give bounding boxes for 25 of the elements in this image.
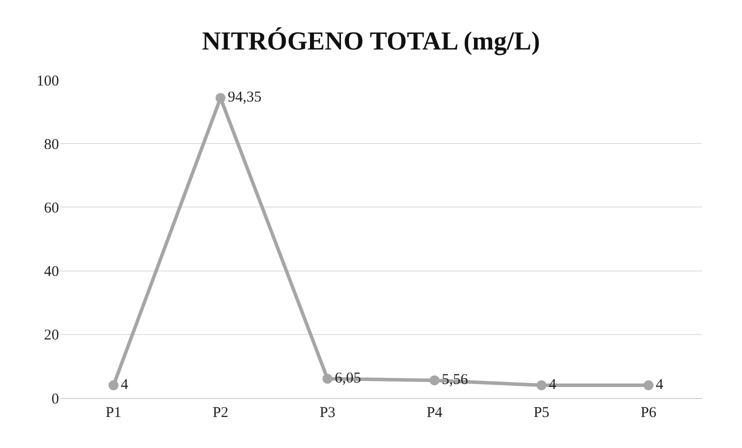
- data-label: 4: [548, 377, 557, 394]
- chart-title: NITRÓGENO TOTAL (mg/L): [202, 26, 540, 56]
- point: [322, 374, 332, 384]
- y-tick-label: 0: [52, 391, 59, 408]
- x-tick-label: P1: [106, 405, 122, 421]
- y-tick-label: 60: [44, 200, 59, 216]
- y-tick-label: 20: [44, 328, 59, 344]
- x-tick-label: P3: [320, 405, 336, 421]
- point: [430, 375, 440, 386]
- x-tick-label: P5: [534, 405, 550, 421]
- point: [216, 92, 226, 103]
- data-label: 6,05: [334, 370, 361, 387]
- y-tick-label: 40: [44, 264, 59, 280]
- y-tick-label: 80: [44, 136, 59, 153]
- data-label: 5,56: [442, 372, 468, 388]
- y-tick-label: 100: [36, 73, 59, 90]
- data-label: 4: [120, 377, 129, 394]
- data-label: 4: [656, 377, 664, 394]
- point: [536, 380, 546, 390]
- data-label: 94,35: [228, 90, 262, 106]
- point: [108, 380, 118, 390]
- x-tick-label: P2: [212, 405, 228, 421]
- point: [644, 380, 654, 390]
- x-tick-label: P4: [426, 405, 443, 421]
- x-tick-label: P6: [640, 405, 657, 421]
